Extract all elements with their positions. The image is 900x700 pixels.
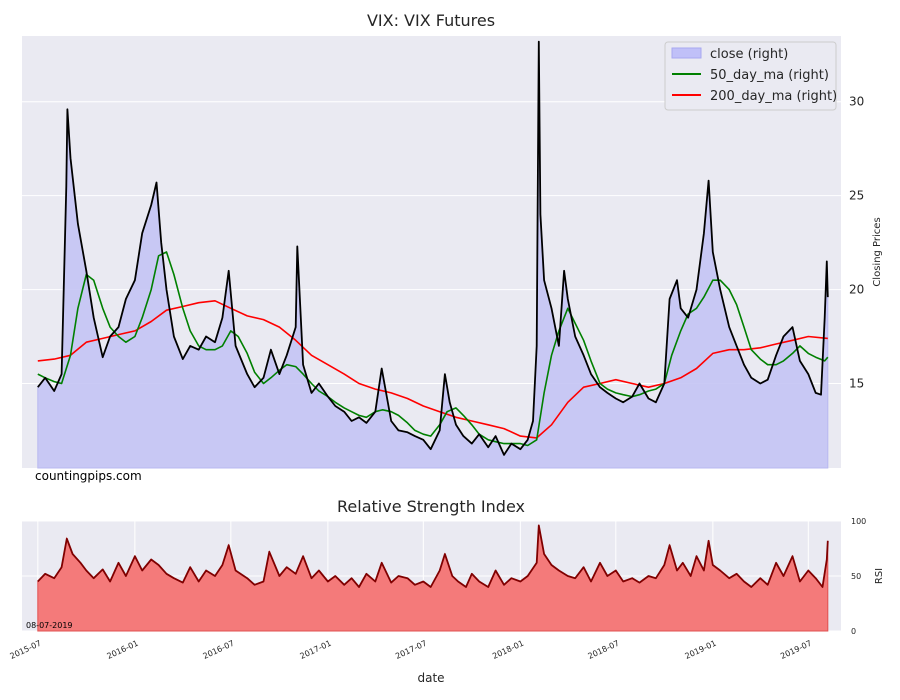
rsi-x-axis-label: date bbox=[417, 671, 444, 685]
rsi-y-tick-label: 100 bbox=[851, 517, 866, 526]
x-tick-label: 2015-07 bbox=[9, 639, 43, 661]
rsi-line-series bbox=[37, 524, 829, 588]
ma50-line bbox=[37, 251, 829, 447]
legend-ma200-label: 200_day_ma (right) bbox=[710, 89, 837, 104]
rsi-y-axis: 0 50 100 bbox=[851, 517, 866, 636]
close-line-series bbox=[37, 40, 829, 456]
x-tick-label: 2018-01 bbox=[491, 639, 525, 661]
x-tick-label: 2018-07 bbox=[587, 639, 621, 661]
top-y-tick-label: 25 bbox=[849, 189, 864, 203]
x-tick-label: 2017-01 bbox=[299, 639, 333, 661]
legend: close (right) 50_day_ma (right) 200_day_… bbox=[664, 41, 837, 111]
x-tick-label: 2019-07 bbox=[779, 639, 813, 661]
rsi-y-tick-label: 0 bbox=[851, 627, 856, 636]
legend-ma50-label: 50_day_ma (right) bbox=[710, 68, 829, 83]
legend-close-label: close (right) bbox=[710, 47, 788, 62]
top-y-axis-label: Closing Prices bbox=[872, 217, 883, 286]
top-y-tick-label: 20 bbox=[849, 283, 864, 297]
legend-box bbox=[664, 41, 837, 111]
watermark: countingpips.com bbox=[35, 469, 142, 483]
top-y-tick-label: 15 bbox=[849, 376, 864, 390]
rsi-x-axis: 2015-07 2016-01 2016-07 2017-01 2017-07 2018-… bbox=[9, 639, 814, 661]
x-tick-label: 2016-01 bbox=[106, 639, 140, 661]
x-tick-label: 2016-07 bbox=[202, 639, 236, 661]
top-chart-title: VIX: VIX Futures bbox=[367, 11, 495, 30]
date-stamp: 08-07-2019 bbox=[26, 621, 73, 630]
rsi-line bbox=[37, 524, 829, 588]
rsi-chart-title: Relative Strength Index bbox=[337, 497, 525, 516]
x-tick-label: 2019-01 bbox=[684, 639, 718, 661]
ma50-series bbox=[37, 251, 829, 447]
legend-close-swatch bbox=[671, 47, 702, 59]
rsi-y-axis-label: RSI bbox=[874, 568, 885, 584]
rsi-y-tick-label: 50 bbox=[851, 572, 861, 581]
x-tick-label: 2017-07 bbox=[394, 639, 428, 661]
top-y-axis: 15 20 25 30 bbox=[849, 95, 864, 391]
top-y-tick-label: 30 bbox=[849, 95, 864, 109]
close-line bbox=[37, 40, 829, 456]
